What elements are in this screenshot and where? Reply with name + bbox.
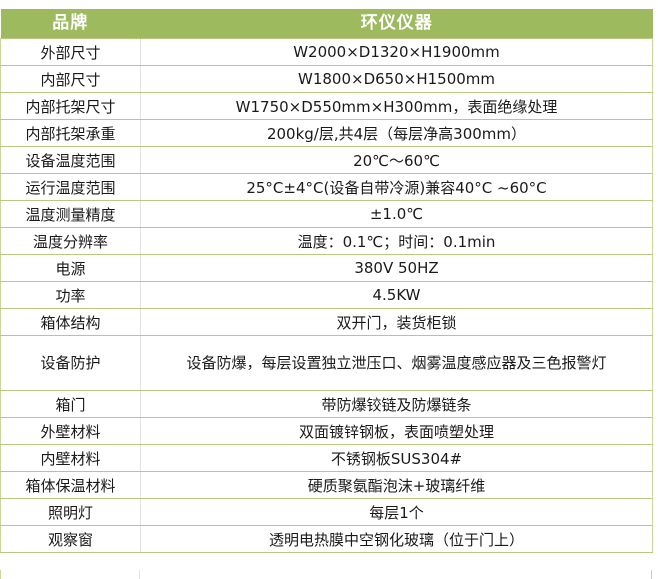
row-label: 设备温度范围 [0,146,141,174]
row-label: 内部托架承重 [0,119,141,147]
row-label: 温度测量精度 [0,200,141,228]
table-body: 外部尺寸 W2000×D1320×H1900mm 内部尺寸 W1800×D650×H1… [0,38,653,553]
table-row: 内部托架尺寸 W1750×D550mm×H300mm，表面绝缘处理 [0,92,653,120]
table-row: 设备防护 设备防爆，每层设置独立泄压口、烟雾温度感应器及三色报警灯 [0,335,653,391]
table-row: 观察窗 透明电热膜中空钢化玻璃（位于门上） [0,525,653,553]
row-label: 温度分辨率 [0,227,141,255]
table-row: 内部尺寸 W1800×D650×H1500mm [0,65,653,93]
table-row: 温度测量精度 ±1.0℃ [0,200,653,228]
specification-table: 品牌 环仪仪器 外部尺寸 W2000×D1320×H1900mm 内部尺寸 W1800… [0,9,653,553]
row-label: 功率 [0,281,141,309]
header-row: 品牌 环仪仪器 [0,9,653,39]
table-row: 外部尺寸 W2000×D1320×H1900mm [0,38,653,66]
row-value: 设备防爆，每层设置独立泄压口、烟雾温度感应器及三色报警灯 [140,335,653,391]
table-row: 内部托架承重 200kg/层,共4层（每层净高300mm） [0,119,653,147]
row-value: 不锈钢板SUS304# [140,444,653,472]
table-row: 箱体结构 双开门，装货柜锁 [0,308,653,336]
table-row: 功率 4.5KW [0,281,653,309]
row-label: 箱门 [0,390,141,418]
table-row: 温度分辨率 温度：0.1℃；时间：0.1min [0,227,653,255]
row-value: 硬质聚氨酯泡沫+玻璃纤维 [140,471,653,499]
row-value: 4.5KW [140,281,653,309]
table-row: 外壁材料 双面镀锌钢板，表面喷塑处理 [0,417,653,445]
row-label: 照明灯 [0,498,141,526]
row-value: 双开门，装货柜锁 [140,308,653,336]
row-label: 箱体保温材料 [0,471,141,499]
row-label: 电源 [0,254,141,282]
row-value: 每层1个 [140,498,653,526]
row-value: W1800×D650×H1500mm [140,65,653,93]
table-row: 设备温度范围 20℃～60℃ [0,146,653,174]
clipped-row-value-cell [140,570,652,579]
table-row: 运行温度范围 25°C±4°C(设备自带冷源)兼容40°C ~60°C [0,173,653,201]
row-label: 内部尺寸 [0,65,141,93]
row-label: 内壁材料 [0,444,141,472]
header-cell-brand-value: 环仪仪器 [140,9,653,39]
row-label: 外部尺寸 [0,38,141,66]
row-value: 200kg/层,共4层（每层净高300mm） [140,119,653,147]
table-row: 电源 380V 50HZ [0,254,653,282]
row-label: 设备防护 [0,335,141,391]
row-value: W1750×D550mm×H300mm，表面绝缘处理 [140,92,653,120]
table-row: 箱体保温材料 硬质聚氨酯泡沫+玻璃纤维 [0,471,653,499]
row-value: W2000×D1320×H1900mm [140,38,653,66]
clipped-row-label-cell [0,570,140,579]
row-label: 箱体结构 [0,308,141,336]
table-row: 照明灯 每层1个 [0,498,653,526]
row-value: ±1.0℃ [140,200,653,228]
row-value: 20℃～60℃ [140,146,653,174]
table-row: 箱门 带防爆铰链及防爆链条 [0,390,653,418]
header-cell-brand-label: 品牌 [0,9,141,39]
row-value: 380V 50HZ [140,254,653,282]
row-value: 带防爆铰链及防爆链条 [140,390,653,418]
clipped-bottom-row [0,570,652,579]
row-label: 观察窗 [0,525,141,553]
row-value: 双面镀锌钢板，表面喷塑处理 [140,417,653,445]
row-label: 运行温度范围 [0,173,141,201]
row-value: 透明电热膜中空钢化玻璃（位于门上） [140,525,653,553]
row-label: 内部托架尺寸 [0,92,141,120]
row-value: 温度：0.1℃；时间：0.1min [140,227,653,255]
row-value: 25°C±4°C(设备自带冷源)兼容40°C ~60°C [140,173,653,201]
row-label: 外壁材料 [0,417,141,445]
table-header: 品牌 环仪仪器 [0,9,653,39]
table-row: 内壁材料 不锈钢板SUS304# [0,444,653,472]
